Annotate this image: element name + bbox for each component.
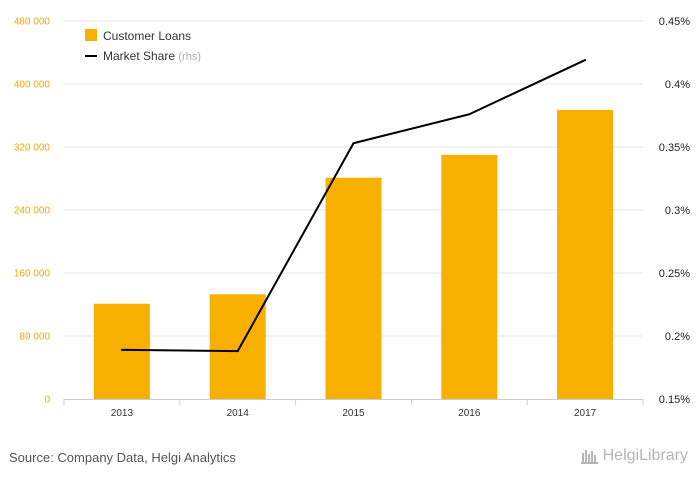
y-left-tick-label: 80 000 — [19, 332, 50, 343]
bar — [209, 294, 266, 399]
legend-rhs-note: (rhs) — [178, 51, 201, 63]
bar — [325, 177, 382, 399]
line-point — [120, 348, 123, 351]
y-right-tick-label: 0.4% — [665, 79, 690, 91]
bar — [557, 109, 614, 400]
legend-swatch-customer-loans — [85, 29, 97, 41]
library-logo-icon — [580, 450, 598, 464]
y-right-tick-label: 0.3% — [665, 205, 690, 217]
legend-label-customer-loans: Customer Loans — [103, 29, 191, 43]
y-left-tick-label: 160 000 — [14, 269, 51, 280]
x-tick-label: 2014 — [227, 408, 250, 419]
line-point — [468, 113, 471, 116]
legend-label-market-share: Market Share (rhs) — [103, 49, 201, 63]
y-left-tick-label: 480 000 — [14, 17, 51, 28]
line-point — [236, 350, 239, 353]
line-point — [584, 59, 587, 62]
source-note: Source: Company Data, Helgi Analytics — [9, 450, 236, 465]
y-left-tick-label: 0 — [44, 395, 50, 406]
logo-text: HelgiLibrary — [602, 447, 688, 464]
y-right-tick-label: 0.35% — [659, 142, 690, 154]
y-right-tick-label: 0.45% — [659, 16, 690, 28]
x-tick-label: 2017 — [574, 408, 597, 419]
line-point — [352, 142, 355, 145]
x-tick-label: 2015 — [342, 408, 365, 419]
x-tick-label: 2016 — [458, 408, 481, 419]
y-right-tick-label: 0.15% — [659, 394, 690, 406]
y-left-tick-label: 240 000 — [14, 206, 51, 217]
y-right-tick-label: 0.25% — [659, 268, 690, 280]
bar — [93, 303, 150, 399]
bar — [441, 154, 498, 399]
y-right-tick-label: 0.2% — [665, 331, 690, 343]
x-tick-label: 2013 — [111, 408, 134, 419]
helgilibrary-logo[interactable]: HelgiLibrary — [580, 447, 688, 465]
y-left-tick-label: 320 000 — [14, 143, 51, 154]
y-left-tick-label: 400 000 — [14, 80, 51, 91]
